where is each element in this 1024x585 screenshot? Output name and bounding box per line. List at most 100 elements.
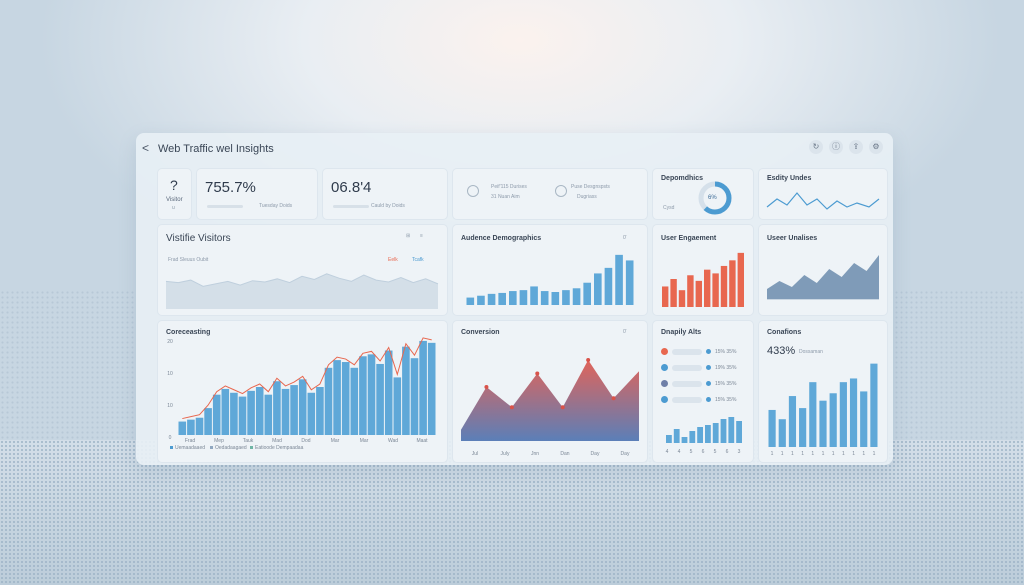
- visitors-legend-right: Tcafk: [412, 257, 424, 263]
- engagement-bar: [712, 273, 719, 307]
- display-bar: [697, 427, 703, 443]
- engagement-bar: [729, 260, 736, 307]
- display-row[interactable]: 15% 35%: [661, 396, 736, 403]
- display-row[interactable]: 15% 35%: [661, 380, 736, 387]
- conditions-xtick: 1: [842, 451, 845, 457]
- entity-trends-card[interactable]: Esdity Undes: [758, 168, 888, 220]
- display-bar-chart: 4 4 5 6 5 6 3: [666, 417, 742, 455]
- audience-bar: [487, 293, 496, 305]
- forecast-legend-swatch: [170, 446, 173, 449]
- settings-icon[interactable]: ⚙: [869, 140, 883, 154]
- forecasting-title: Coreceasting: [166, 329, 211, 336]
- toolbar-icons: ↻ ⓘ ⇪ ⚙: [809, 140, 883, 154]
- user-trend-series-area: [767, 255, 879, 299]
- visitors-card[interactable]: Vistifie Visitors ⊞ ≡ Frad Sleuus Oubit …: [157, 224, 448, 316]
- display-bullet-icon: [706, 397, 711, 402]
- audience-menu[interactable]: 0̆: [623, 235, 626, 241]
- display-bullet-icon: [706, 349, 711, 354]
- forecast-bar: [264, 394, 273, 435]
- forecast-bar: [393, 377, 402, 435]
- audience-bar: [551, 292, 560, 305]
- display-row[interactable]: 19% 35%: [661, 364, 736, 371]
- forecast-xtick: Maat: [416, 438, 428, 444]
- forecasting-chart: 20 10 10 0 Frad Mep Tauk Mad Dod Mar Mar Wad Maat Uem…: [167, 337, 436, 451]
- conversion-xtick: Day: [621, 451, 630, 457]
- audience-bar: [519, 290, 528, 305]
- conditions-bar: [819, 400, 827, 447]
- forecasting-card[interactable]: Coreceasting 20 10 10 0 Frad Mep Tauk Mad Dod Mar…: [157, 320, 448, 463]
- forecast-legend-label: Uemaadaaed: [175, 445, 205, 451]
- grid-icon[interactable]: ⊞: [406, 233, 411, 239]
- user-trend-baseline: [767, 299, 879, 300]
- forecast-bar: [324, 367, 333, 435]
- kpi-duration-card[interactable]: Peif'115 Durises 31 Nuan Aim Puse Desgns…: [452, 168, 648, 220]
- conversion-xtick: Jnn: [531, 451, 539, 457]
- conditions-card[interactable]: Conafions 433% Dossaman 1 1 1 1 1 1 1 1 1 1 1: [758, 320, 888, 463]
- audience-bar: [530, 286, 538, 305]
- conversion-xtick: Day: [591, 451, 600, 457]
- display-bullet-icon: [706, 365, 711, 370]
- engagement-card[interactable]: User Engaement: [652, 224, 754, 316]
- kpi-percent-card[interactable]: 755.7% Tuesday Doids: [196, 168, 318, 220]
- forecast-xtick: Dod: [301, 438, 310, 444]
- forecast-bar: [316, 387, 324, 435]
- forecast-xtick: Mep: [214, 438, 224, 444]
- conditions-value: 433%: [767, 345, 796, 357]
- forecast-ytick: 0: [169, 435, 172, 441]
- conditions-xtick: 1: [862, 451, 865, 457]
- info-icon[interactable]: ⓘ: [829, 140, 843, 154]
- dashboard-window: < Web Traffic wel Insights ↻ ⓘ ⇪ ⚙ ? Vis…: [136, 133, 893, 465]
- conditions-caption: Dossaman: [799, 349, 823, 355]
- display-row-value: 15% 35%: [715, 380, 737, 387]
- conversion-card[interactable]: Conversion 0̆ Jul July Jnn Dan Day Day: [452, 320, 648, 463]
- display-dot-icon: [661, 380, 668, 387]
- audience-title: Audence Demographics: [461, 235, 542, 242]
- conditions-bar: [839, 382, 847, 447]
- conditions-bar: [849, 378, 858, 447]
- demographics-center-value: 6%: [708, 195, 717, 201]
- kpi-value: 06.8'4: [331, 179, 372, 196]
- share-icon[interactable]: ⇪: [849, 140, 863, 154]
- forecast-ytick: 10: [167, 403, 173, 409]
- conditions-bar: [870, 363, 878, 447]
- list-icon[interactable]: ≡: [420, 233, 423, 239]
- visitors-legend-left: Frad Sleuus Oubit: [168, 257, 209, 263]
- audience-bar: [604, 267, 613, 305]
- refresh-icon[interactable]: ↻: [809, 140, 823, 154]
- conversion-title: Conversion: [461, 329, 500, 336]
- engagement-bar: [687, 275, 694, 307]
- conversion-menu[interactable]: 0̆: [623, 329, 626, 335]
- visitors-area-chart: [165, 273, 439, 309]
- forecast-xtick: Mar: [331, 438, 340, 444]
- demographics-card[interactable]: Depomdhics Cysd 6%: [652, 168, 754, 220]
- user-trend-card[interactable]: Useer Unalises: [758, 224, 888, 316]
- forecast-bar: [255, 387, 264, 435]
- audience-card[interactable]: Audence Demographics 0̆: [452, 224, 648, 316]
- conversion-point: [535, 371, 540, 376]
- forecast-bar: [230, 392, 238, 435]
- kpi-visitor-card[interactable]: ? Visitor u: [157, 168, 192, 220]
- forecast-legend-label: Oedadaagaed: [215, 445, 247, 451]
- engagement-bar-chart: [662, 252, 744, 307]
- conversion-area-chart: Jul July Jnn Dan Day Day: [461, 358, 639, 457]
- audience-bar: [572, 288, 581, 305]
- forecast-ytick: 20: [167, 339, 173, 345]
- conditions-bar: [778, 419, 786, 447]
- forecast-bar: [427, 342, 436, 435]
- pages-line2: Dugriass: [577, 194, 597, 200]
- back-button[interactable]: <: [142, 141, 150, 155]
- kpi-visitor-sub: u: [172, 205, 175, 211]
- forecast-xtick: Tauk: [243, 438, 254, 444]
- display-card[interactable]: Dnapily Alts 15% 35% 19% 35% 15% 35% 15%…: [652, 320, 754, 463]
- engagement-title: User Engaement: [661, 235, 717, 242]
- kpi-value-card[interactable]: 06.8'4 Cauld by Doids: [322, 168, 448, 220]
- display-bar: [728, 417, 735, 443]
- display-row[interactable]: 15% 35%: [661, 348, 736, 355]
- audience-bar: [477, 295, 485, 305]
- forecast-bar: [178, 421, 187, 435]
- window-title: Web Traffic wel Insights: [158, 143, 274, 155]
- forecast-bar: [307, 392, 316, 435]
- kpi-value-progress: [333, 205, 369, 208]
- conditions-bar-chart: 1 1 1 1 1 1 1 1 1 1 1: [768, 363, 878, 457]
- engagement-bar: [720, 265, 728, 307]
